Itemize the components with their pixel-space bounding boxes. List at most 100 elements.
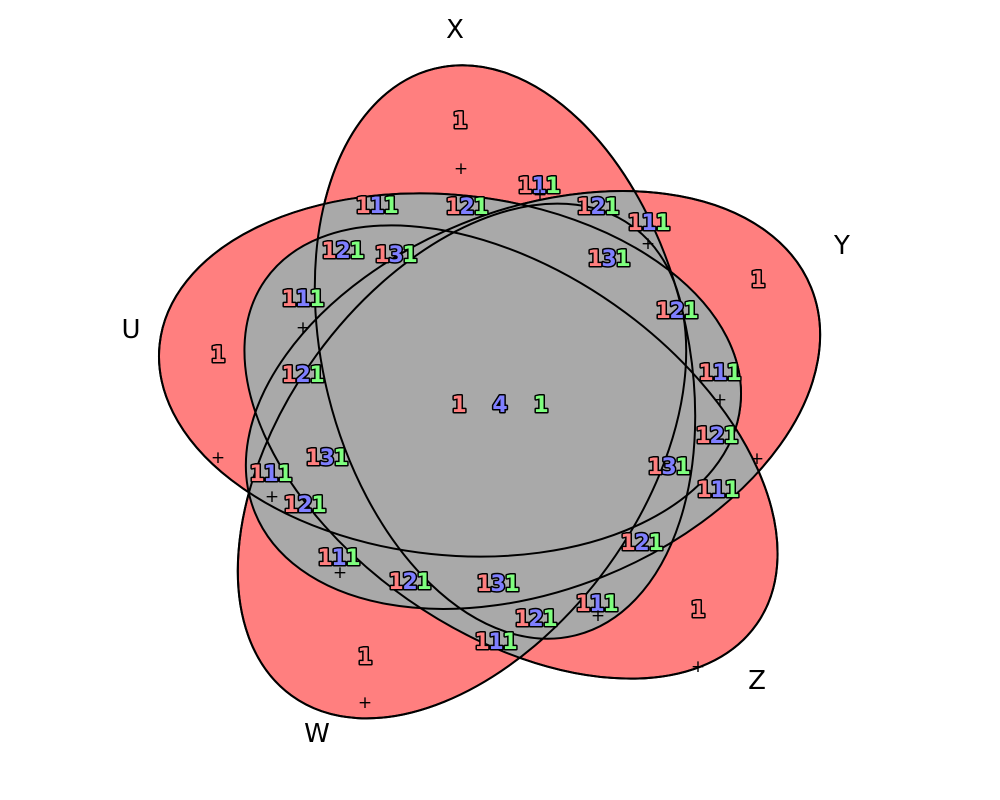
region-r-top-3-digit: 1 bbox=[383, 194, 398, 219]
region-r-left-6-digit: 1 bbox=[295, 287, 310, 312]
plus-marker: + bbox=[641, 234, 655, 254]
region-r-top-8-digit: 1 bbox=[587, 247, 602, 272]
region-r-top-7-digit: 1 bbox=[402, 243, 417, 268]
region-r-top-3-digit: 1 bbox=[355, 194, 370, 219]
region-r-left-1-digit: 1 bbox=[317, 546, 332, 571]
region-r-bottom-2-digit: 1 bbox=[542, 607, 557, 632]
region-r-top-6-digit: 1 bbox=[321, 239, 336, 264]
set-labels: X Y Z W U bbox=[121, 15, 850, 749]
region-r-right-4-digit: 1 bbox=[647, 455, 662, 480]
plus-marker: + bbox=[296, 318, 310, 338]
region-r-left-6-digit: 1 bbox=[309, 287, 324, 312]
region-center-digit: 1 bbox=[451, 393, 466, 418]
region-r-top-2-digit: 1 bbox=[445, 195, 460, 220]
region-r-right-6-digit: 1 bbox=[620, 531, 635, 556]
region-r-right-6-digit: 1 bbox=[648, 531, 663, 556]
region-y-only-digit: 1 bbox=[750, 268, 765, 293]
region-r-top-4-digit: 1 bbox=[576, 195, 591, 220]
region-r-right-2-digit: 1 bbox=[712, 361, 727, 386]
region-r-right-5-digit: 1 bbox=[710, 478, 725, 503]
region-r-bottom-5-digit: 1 bbox=[416, 570, 431, 595]
region-r-top-1-digit: 1 bbox=[545, 174, 560, 199]
plus-marker: + bbox=[533, 185, 547, 205]
region-x-only-digit: 1 bbox=[452, 109, 467, 134]
set-label-z: Z bbox=[748, 666, 766, 696]
region-r-left-2-digit: 2 bbox=[297, 493, 312, 518]
region-r-top-7-digit: 1 bbox=[374, 243, 389, 268]
region-r-right-1-digit: 1 bbox=[683, 299, 698, 324]
plus-marker: + bbox=[750, 449, 764, 469]
region-r-right-2-digit: 1 bbox=[726, 361, 741, 386]
plus-marker: + bbox=[211, 448, 225, 468]
set-label-y: Y bbox=[833, 231, 850, 261]
region-r-left-1-digit: 1 bbox=[345, 546, 360, 571]
plus-markers: + + + + + + + + + + + + bbox=[211, 159, 764, 713]
plus-marker: + bbox=[358, 693, 372, 713]
plus-marker: + bbox=[333, 563, 347, 583]
region-r-top-2-digit: 1 bbox=[473, 195, 488, 220]
region-r-bottom-1-digit: 1 bbox=[575, 592, 590, 617]
region-w-only-digit: 1 bbox=[357, 645, 372, 670]
region-r-bottom-5-digit: 2 bbox=[402, 570, 417, 595]
region-r-top-6-digit: 2 bbox=[335, 239, 350, 264]
region-z-only-digit: 1 bbox=[690, 598, 705, 623]
region-r-top-1-digit: 1 bbox=[517, 174, 532, 199]
plus-marker: + bbox=[713, 390, 727, 410]
region-r-top-6-digit: 1 bbox=[349, 239, 364, 264]
plus-marker: + bbox=[591, 606, 605, 626]
region-r-left-5-digit: 1 bbox=[309, 363, 324, 388]
region-r-left-3-digit: 1 bbox=[333, 446, 348, 471]
region-center-digit: 4 bbox=[492, 393, 507, 418]
set-label-x: X bbox=[446, 15, 464, 45]
plus-marker: + bbox=[454, 159, 468, 179]
region-r-top-4-digit: 2 bbox=[590, 195, 605, 220]
region-r-left-6-digit: 1 bbox=[281, 287, 296, 312]
region-r-bottom-1-digit: 1 bbox=[589, 592, 604, 617]
region-r-left-5-digit: 1 bbox=[281, 363, 296, 388]
region-r-left-1-digit: 1 bbox=[331, 546, 346, 571]
region-r-left-3-digit: 3 bbox=[319, 446, 334, 471]
region-r-right-5-digit: 1 bbox=[724, 478, 739, 503]
region-r-left-4-digit: 1 bbox=[263, 462, 278, 487]
set-label-u: U bbox=[121, 315, 140, 345]
region-r-bottom-4-digit: 1 bbox=[502, 630, 517, 655]
region-r-right-3-digit: 1 bbox=[695, 424, 710, 449]
region-r-top-5-digit: 1 bbox=[641, 211, 656, 236]
region-center-digit: 1 bbox=[533, 393, 548, 418]
region-r-top-8-digit: 3 bbox=[601, 247, 616, 272]
region-r-top-7-digit: 3 bbox=[388, 243, 403, 268]
plus-marker: + bbox=[265, 487, 279, 507]
region-r-left-4-digit: 1 bbox=[277, 462, 292, 487]
region-r-right-1-digit: 1 bbox=[655, 299, 670, 324]
region-r-bottom-4-digit: 1 bbox=[474, 630, 489, 655]
region-r-bottom-2-digit: 1 bbox=[514, 607, 529, 632]
plus-marker: + bbox=[691, 657, 705, 677]
region-r-left-5-digit: 2 bbox=[295, 363, 310, 388]
region-r-top-4-digit: 1 bbox=[604, 195, 619, 220]
region-r-bottom-3-digit: 1 bbox=[476, 572, 491, 597]
region-r-left-3-digit: 1 bbox=[305, 446, 320, 471]
region-r-left-4-digit: 1 bbox=[249, 462, 264, 487]
region-r-bottom-3-digit: 1 bbox=[504, 572, 519, 597]
region-r-top-5-digit: 1 bbox=[627, 211, 642, 236]
region-r-top-5-digit: 1 bbox=[655, 211, 670, 236]
region-r-bottom-1-digit: 1 bbox=[603, 592, 618, 617]
region-r-bottom-5-digit: 1 bbox=[388, 570, 403, 595]
set-label-w: W bbox=[304, 719, 330, 749]
region-r-right-6-digit: 2 bbox=[634, 531, 649, 556]
region-r-left-2-digit: 1 bbox=[283, 493, 298, 518]
region-r-top-2-digit: 2 bbox=[459, 195, 474, 220]
region-r-bottom-2-digit: 2 bbox=[528, 607, 543, 632]
region-r-bottom-3-digit: 3 bbox=[490, 572, 505, 597]
region-r-right-5-digit: 1 bbox=[696, 478, 711, 503]
region-r-right-3-digit: 1 bbox=[723, 424, 738, 449]
region-r-right-1-digit: 2 bbox=[669, 299, 684, 324]
overlap-fill bbox=[158, 191, 778, 719]
region-u-only-digit: 1 bbox=[210, 343, 225, 368]
region-r-left-2-digit: 1 bbox=[311, 493, 326, 518]
region-r-top-8-digit: 1 bbox=[615, 247, 630, 272]
region-r-bottom-4-digit: 1 bbox=[488, 630, 503, 655]
region-r-right-2-digit: 1 bbox=[698, 361, 713, 386]
